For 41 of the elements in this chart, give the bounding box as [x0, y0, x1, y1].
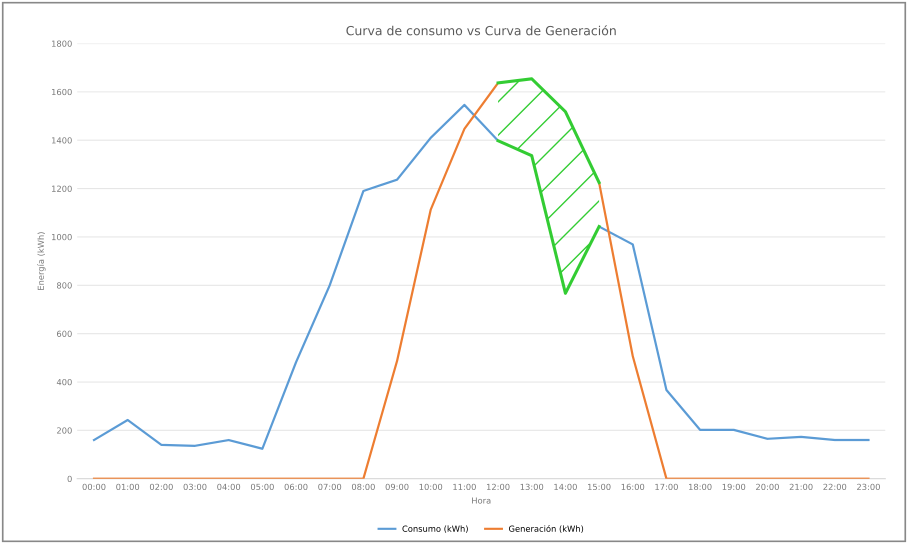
x-tick-label: 14:00: [554, 484, 577, 490]
x-tick-label: 17:00: [655, 484, 678, 490]
x-tick-label: 07:00: [318, 484, 342, 490]
y-tick-label: 0: [68, 476, 72, 482]
x-tick-label: 04:00: [217, 484, 240, 490]
x-tick-label: 11:00: [453, 484, 476, 490]
x-tick-label: 19:00: [722, 484, 746, 490]
x-tick-label: 12:00: [486, 484, 510, 490]
y-axis-title: Energía (kWh): [37, 232, 46, 290]
x-tick-label: 09:00: [386, 484, 409, 490]
line-series: [496, 77, 601, 184]
x-tick-label: 22:00: [823, 484, 846, 490]
x-tick-label: 02:00: [150, 484, 173, 490]
x-tick-label: 13:00: [520, 484, 544, 490]
y-tick-label: 1000: [52, 234, 72, 240]
line-series: [496, 139, 601, 295]
x-tick-label: 15:00: [588, 484, 611, 490]
y-tick-label: 400: [56, 378, 72, 386]
y-tick-label: 1400: [52, 137, 72, 144]
x-tick-label: 01:00: [116, 484, 140, 490]
x-tick-label: 20:00: [756, 484, 779, 490]
x-tick-label: 21:00: [790, 484, 813, 490]
y-tick-label: 1200: [52, 186, 72, 192]
x-tick-label: 05:00: [250, 484, 274, 490]
x-tick-label: 18:00: [689, 484, 712, 490]
chart-title: Curva de consumo vs Curva de Generación: [346, 25, 616, 36]
x-tick-label: 23:00: [857, 484, 880, 490]
x-tick-label: 16:00: [622, 484, 644, 490]
y-tick-label: 1600: [52, 88, 72, 96]
y-tick-label: 200: [57, 427, 72, 434]
y-tick-label: 800: [56, 282, 72, 289]
x-tick-label: 03:00: [184, 484, 206, 490]
y-tick-label: 600: [56, 330, 72, 337]
y-tick-label: 1800: [52, 40, 72, 47]
x-tick-label: 10:00: [420, 484, 442, 490]
x-tick-label: 08:00: [352, 484, 375, 490]
legend-label: Consumo (kWh): [402, 525, 468, 533]
legend-label: Generación (kWh): [508, 525, 584, 533]
x-tick-label: 06:00: [284, 484, 308, 490]
x-axis-title: Hora: [472, 497, 490, 504]
x-tick-label: 00:00: [82, 484, 106, 490]
